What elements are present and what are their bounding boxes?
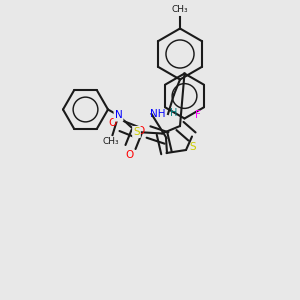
Text: CH₃: CH₃ xyxy=(172,5,188,14)
Text: N: N xyxy=(115,110,122,121)
Text: F: F xyxy=(195,110,201,120)
Text: S: S xyxy=(133,127,140,137)
Text: NH: NH xyxy=(150,109,165,119)
Text: CH₃: CH₃ xyxy=(103,137,119,146)
Text: S: S xyxy=(189,142,196,152)
Text: O: O xyxy=(137,125,145,136)
Text: O: O xyxy=(108,118,117,128)
Text: H: H xyxy=(170,107,177,118)
Text: O: O xyxy=(125,149,133,160)
